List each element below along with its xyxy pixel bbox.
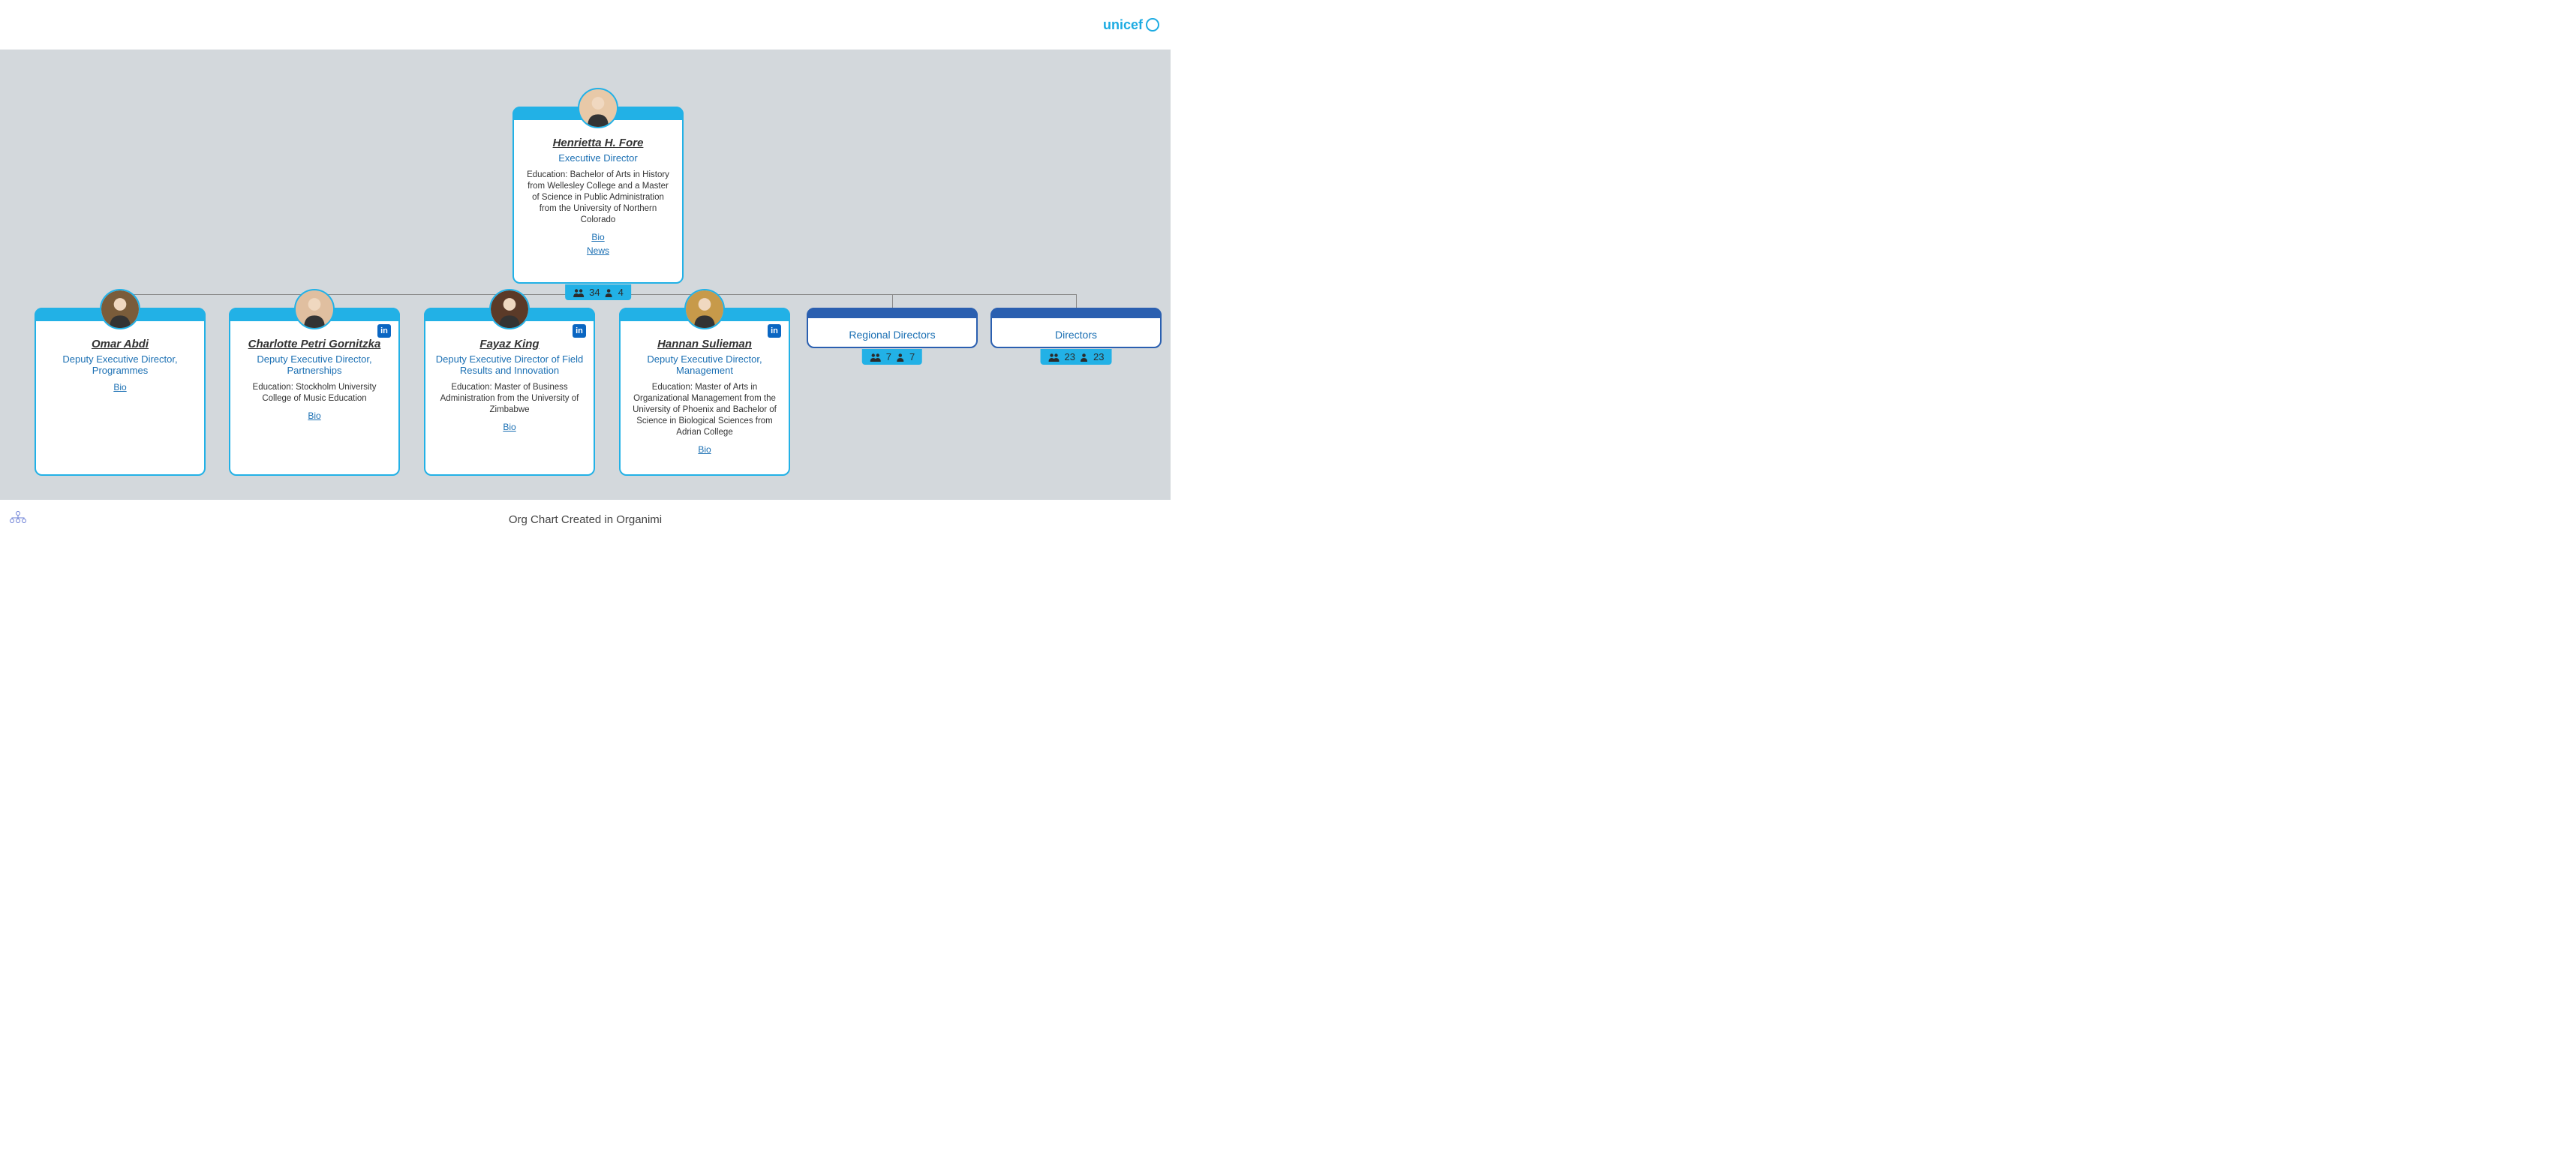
card-link[interactable]: Bio (230, 411, 398, 421)
group-icon (573, 288, 585, 297)
group-title: Directors (992, 323, 1160, 350)
person-education: Education: Bachelor of Arts in History f… (525, 170, 672, 226)
person-title: Deputy Executive Director, Management (628, 353, 781, 376)
person-name[interactable]: Fayaz King (431, 338, 588, 350)
avatar (489, 289, 530, 329)
counts-bar[interactable]: 23 23 (1041, 349, 1112, 365)
card-link[interactable]: News (514, 245, 682, 256)
linkedin-icon[interactable]: in (573, 324, 586, 338)
card-link[interactable]: Bio (514, 232, 682, 242)
brand-logo: unicef (1103, 17, 1159, 33)
card-link[interactable]: Bio (36, 382, 204, 393)
card-band (807, 308, 978, 318)
person-count: 23 (1093, 351, 1104, 362)
person-title: Executive Director (522, 152, 675, 164)
person-icon (896, 353, 905, 362)
person-education: Education: Master of Business Administra… (436, 382, 583, 416)
person-name[interactable]: Hannan Sulieman (627, 338, 783, 350)
avatar (684, 289, 725, 329)
group-icon (870, 353, 882, 362)
footer-text: Org Chart Created in Organimi (509, 513, 662, 526)
avatar (294, 289, 335, 329)
org-card-compact[interactable]: Directors 23 23 (990, 308, 1162, 348)
counts-bar[interactable]: 34 4 (565, 284, 631, 300)
org-card-root[interactable]: Henrietta H. Fore Executive Director Edu… (512, 107, 684, 284)
person-name[interactable]: Omar Abdi (42, 338, 198, 350)
linkedin-icon[interactable]: in (377, 324, 391, 338)
person-icon (605, 288, 614, 297)
linkedin-icon[interactable]: in (768, 324, 781, 338)
footer: Org Chart Created in Organimi (0, 504, 1171, 534)
card-link[interactable]: Bio (425, 422, 594, 432)
person-title: Deputy Executive Director, Partnerships (238, 353, 391, 376)
header: unicef (0, 0, 1171, 50)
person-title: Deputy Executive Director, Programmes (44, 353, 197, 376)
group-count: 23 (1065, 351, 1075, 362)
person-name[interactable]: Charlotte Petri Gornitzka (236, 338, 392, 350)
org-card[interactable]: in Hannan Sulieman Deputy Executive Dire… (619, 308, 790, 476)
person-education: Education: Master of Arts in Organizatio… (631, 382, 778, 438)
counts-bar[interactable]: 7 7 (862, 349, 922, 365)
person-name[interactable]: Henrietta H. Fore (520, 137, 676, 149)
person-count: 7 (909, 351, 915, 362)
person-icon (1080, 353, 1089, 362)
group-count: 34 (589, 287, 600, 298)
group-count: 7 (886, 351, 891, 362)
org-card[interactable]: Omar Abdi Deputy Executive Director, Pro… (35, 308, 206, 476)
avatar (100, 289, 140, 329)
brand-name: unicef (1103, 17, 1143, 33)
person-education: Education: Stockholm University College … (241, 382, 388, 405)
brand-logo-icon (1146, 18, 1159, 32)
organimi-icon (8, 510, 29, 528)
person-count: 4 (618, 287, 624, 298)
group-icon (1048, 353, 1060, 362)
person-title: Deputy Executive Director of Field Resul… (433, 353, 586, 376)
card-link[interactable]: Bio (621, 444, 789, 455)
org-card-compact[interactable]: Regional Directors 7 7 (807, 308, 978, 348)
org-card[interactable]: in Fayaz King Deputy Executive Director … (424, 308, 595, 476)
org-card[interactable]: in Charlotte Petri Gornitzka Deputy Exec… (229, 308, 400, 476)
group-title: Regional Directors (808, 323, 976, 350)
avatar (578, 88, 618, 128)
org-chart-canvas: Henrietta H. Fore Executive Director Edu… (0, 50, 1171, 500)
card-band (990, 308, 1162, 318)
